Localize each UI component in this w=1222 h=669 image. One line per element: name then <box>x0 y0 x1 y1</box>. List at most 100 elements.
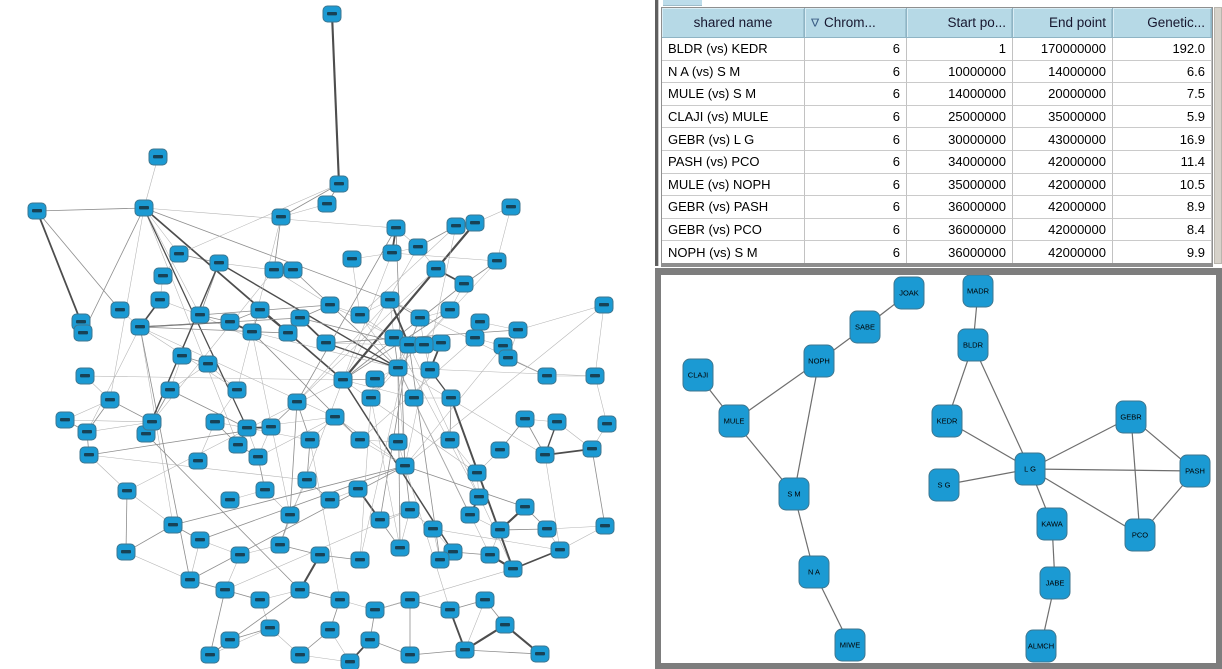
edge-NOPH-SM[interactable] <box>793 360 820 495</box>
table-cell[interactable]: 14000000 <box>907 83 1013 106</box>
network-edge <box>189 465 406 581</box>
table-cell[interactable]: 8.4 <box>1113 218 1212 242</box>
table-cell[interactable]: 36000000 <box>907 241 1013 264</box>
edge-BLDR-LG[interactable] <box>972 344 1031 470</box>
table-cell[interactable]: 36000000 <box>907 218 1013 242</box>
edge-LG-GEBR[interactable] <box>1029 416 1132 470</box>
table-row[interactable]: CLAJI (vs) MULE 6 25000000 35000000 5.9 <box>662 105 1212 129</box>
table-cell[interactable]: 6 <box>805 60 907 84</box>
node-KEDR[interactable] <box>931 404 963 438</box>
table-cell[interactable]: GEBR (vs) PASH <box>662 196 805 219</box>
table-cell[interactable]: 6 <box>805 150 907 174</box>
table-scrollbar[interactable] <box>1214 7 1222 264</box>
table-row[interactable]: MULE (vs) S M 6 14000000 20000000 7.5 <box>662 83 1212 106</box>
table-cell[interactable]: PASH (vs) PCO <box>662 150 805 174</box>
table-cell[interactable]: 42000000 <box>1013 218 1113 242</box>
edge-LG-PCO[interactable] <box>1029 468 1141 536</box>
table-cell[interactable]: 6 <box>805 105 907 129</box>
column-header-shared-name[interactable]: shared name <box>662 8 805 38</box>
table-cell[interactable]: 5.9 <box>1113 105 1212 129</box>
small-network-canvas[interactable]: JOAK MADR SABE BLDR NOPH CLAJI MULE KEDR GEBR L G… <box>661 275 1216 663</box>
table-cell[interactable]: 42000000 <box>1013 173 1113 197</box>
column-header-chrom---[interactable]: ∇ Chrom... <box>805 8 907 38</box>
table-cell[interactable]: 42000000 <box>1013 241 1113 264</box>
node-CLAJI[interactable] <box>682 358 714 392</box>
node-BLDR[interactable] <box>957 328 989 362</box>
node-MIWE[interactable] <box>834 628 866 662</box>
large-network-view[interactable] <box>0 0 655 669</box>
node-LG[interactable] <box>1014 452 1046 486</box>
table-cell[interactable]: 6 <box>805 173 907 197</box>
table-cell[interactable]: 10000000 <box>907 60 1013 84</box>
table-cell[interactable]: MULE (vs) S M <box>662 83 805 106</box>
table-cell[interactable]: CLAJI (vs) MULE <box>662 105 805 129</box>
node-MULE[interactable] <box>718 404 750 438</box>
table-row[interactable]: GEBR (vs) L G 6 30000000 43000000 16.9 <box>662 128 1212 151</box>
table-cell[interactable]: GEBR (vs) L G <box>662 128 805 151</box>
table-cell[interactable]: 9.9 <box>1113 241 1212 264</box>
network-edge <box>125 551 191 581</box>
node-JABE[interactable] <box>1039 566 1071 600</box>
table-cell[interactable]: 7.5 <box>1113 83 1212 106</box>
table-cell[interactable]: 35000000 <box>907 173 1013 197</box>
node-NA[interactable] <box>798 555 830 589</box>
table-cell[interactable]: MULE (vs) NOPH <box>662 173 805 197</box>
table-row[interactable]: GEBR (vs) PASH 6 36000000 42000000 8.9 <box>662 196 1212 219</box>
node-NOPH[interactable] <box>803 344 835 378</box>
node-MADR[interactable] <box>962 275 994 308</box>
column-header-start-po---[interactable]: Start po... <box>907 8 1013 38</box>
table-cell[interactable]: 6 <box>805 128 907 151</box>
table-cell[interactable]: 6 <box>805 241 907 264</box>
node-KAWA[interactable] <box>1036 507 1068 541</box>
table-row[interactable]: BLDR (vs) KEDR 6 1 170000000 192.0 <box>662 38 1212 61</box>
table-cell[interactable]: 6 <box>805 196 907 219</box>
node-PCO[interactable] <box>1124 518 1156 552</box>
panel-divider[interactable] <box>655 0 658 266</box>
table-row[interactable]: GEBR (vs) PCO 6 36000000 42000000 8.4 <box>662 218 1212 242</box>
table-row[interactable]: MULE (vs) NOPH 6 35000000 42000000 10.5 <box>662 173 1212 197</box>
table-cell[interactable]: 14000000 <box>1013 60 1113 84</box>
table-cell[interactable]: 6 <box>805 38 907 61</box>
table-cell[interactable]: BLDR (vs) KEDR <box>662 38 805 61</box>
node-SABE[interactable] <box>849 310 881 344</box>
table-row[interactable]: N A (vs) S M 6 10000000 14000000 6.6 <box>662 60 1212 84</box>
table-cell[interactable]: 42000000 <box>1013 196 1113 219</box>
table-cell[interactable]: 43000000 <box>1013 128 1113 151</box>
table-cell[interactable]: 36000000 <box>907 196 1013 219</box>
table-cell[interactable]: 34000000 <box>907 150 1013 174</box>
table-tab-sliver[interactable] <box>663 0 702 6</box>
table-cell[interactable]: 16.9 <box>1113 128 1212 151</box>
column-header-genetic---[interactable]: Genetic... <box>1113 8 1212 38</box>
table-cell[interactable]: 192.0 <box>1113 38 1212 61</box>
node-GEBR[interactable] <box>1115 400 1147 434</box>
table-cell[interactable]: 10.5 <box>1113 173 1212 197</box>
table-row[interactable]: NOPH (vs) S M 6 36000000 42000000 9.9 <box>662 241 1212 264</box>
table-cell[interactable]: 35000000 <box>1013 105 1113 129</box>
filter-icon[interactable]: ∇ <box>811 16 820 29</box>
table-cell[interactable]: 170000000 <box>1013 38 1113 61</box>
table-cell[interactable]: N A (vs) S M <box>662 60 805 84</box>
node-ALMCH[interactable] <box>1025 629 1057 663</box>
node-JOAK[interactable] <box>893 276 925 310</box>
node-PASH[interactable] <box>1179 454 1211 488</box>
table-cell[interactable]: 6 <box>805 218 907 242</box>
large-network-canvas[interactable] <box>0 0 655 669</box>
edge-LG-PASH[interactable] <box>1029 468 1196 472</box>
table-cell[interactable]: 42000000 <box>1013 150 1113 174</box>
table-cell[interactable]: 30000000 <box>907 128 1013 151</box>
table-cell[interactable]: NOPH (vs) S M <box>662 241 805 264</box>
table-cell[interactable]: GEBR (vs) PCO <box>662 218 805 242</box>
node-SM[interactable] <box>778 477 810 511</box>
node-SG[interactable] <box>928 468 960 502</box>
table-cell[interactable]: 6 <box>805 83 907 106</box>
table-row[interactable]: PASH (vs) PCO 6 34000000 42000000 11.4 <box>662 150 1212 174</box>
table-cell[interactable]: 8.9 <box>1113 196 1212 219</box>
small-network-view[interactable]: JOAK MADR SABE BLDR NOPH CLAJI MULE KEDR GEBR L G… <box>661 275 1216 663</box>
table-cell[interactable]: 1 <box>907 38 1013 61</box>
table-cell[interactable]: 11.4 <box>1113 150 1212 174</box>
table-cell[interactable]: 25000000 <box>907 105 1013 129</box>
table-cell[interactable]: 20000000 <box>1013 83 1113 106</box>
edge-GEBR-PCO[interactable] <box>1130 416 1141 536</box>
column-header-end-point[interactable]: End point <box>1013 8 1113 38</box>
table-cell[interactable]: 6.6 <box>1113 60 1212 84</box>
